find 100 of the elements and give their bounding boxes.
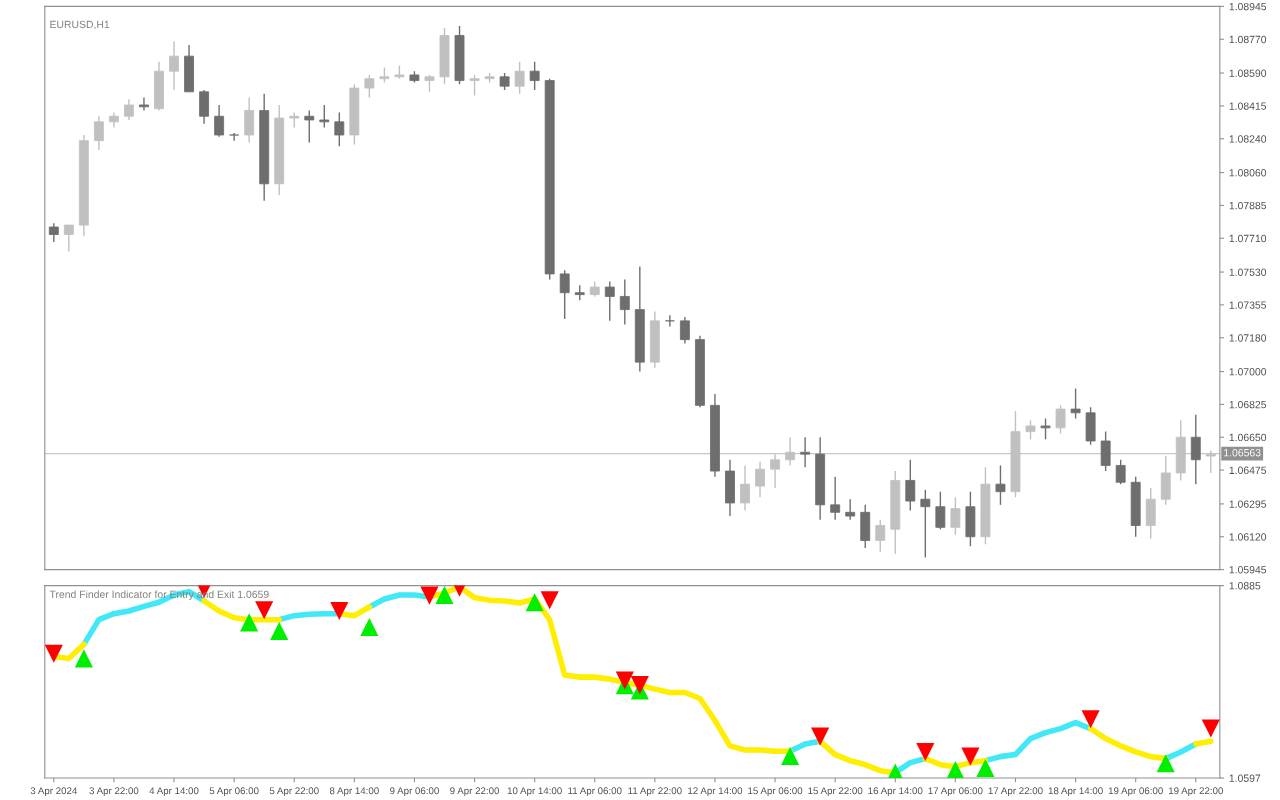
point	[255, 601, 274, 620]
point	[961, 747, 980, 766]
y-tick-label: 1.07885	[1229, 201, 1267, 210]
point	[540, 591, 559, 610]
ref-line-label: 1.06563	[1224, 449, 1261, 457]
y-tick-label: 1.08590	[1229, 69, 1267, 77]
candlestick	[214, 104, 225, 138]
candlestick	[469, 74, 480, 97]
x-tick-label: 12 Apr 14:00	[688, 787, 743, 797]
candlestick	[169, 40, 179, 91]
candlestick	[514, 61, 525, 95]
x-tick-label: 8 Apr 14:00	[329, 787, 379, 797]
candlestick	[1025, 419, 1036, 440]
point	[44, 644, 63, 663]
candlestick	[1190, 414, 1201, 485]
candlestick	[93, 115, 104, 151]
x-tick-label: 18 Apr 14:00	[1048, 787, 1103, 797]
y-tick-label: 1.08945	[1229, 2, 1267, 11]
x-tick-label: 5 Apr 06:00	[209, 787, 259, 797]
point	[916, 742, 935, 761]
point	[360, 617, 379, 637]
y-tick-label: 1.06295	[1229, 500, 1267, 508]
y-tick-label: 1.07530	[1229, 268, 1267, 276]
point	[240, 613, 259, 632]
y-tick-label: 1.06475	[1229, 466, 1267, 474]
x-tick-label: 4 Apr 14:00	[149, 787, 199, 797]
candlestick	[905, 459, 916, 512]
candlestick	[364, 74, 375, 99]
y-tick-label: 1.07710	[1229, 234, 1267, 243]
point	[330, 601, 349, 621]
candlestick	[604, 280, 615, 322]
point	[270, 621, 289, 641]
candlestick	[664, 314, 675, 328]
candlestick	[995, 464, 1006, 506]
x-tick-label: 10 Apr 14:00	[507, 787, 562, 797]
candlestick	[559, 269, 570, 320]
y-tick-label: 1.0885	[1229, 582, 1261, 590]
y-tick-label: 1.08060	[1229, 169, 1267, 177]
x-tick-label: 3 Apr 22:00	[89, 787, 139, 797]
x-tick-label: 16 Apr 14:00	[868, 787, 923, 797]
candlestick	[319, 104, 330, 129]
x-tick-label: 17 Apr 06:00	[928, 787, 983, 797]
point	[615, 671, 634, 690]
point	[525, 593, 544, 612]
x-tick-label: 15 Apr 22:00	[808, 787, 863, 797]
point	[976, 758, 995, 778]
y-tick-label: 1.06650	[1229, 433, 1267, 442]
candlestick	[48, 222, 59, 243]
y-tick-label: 1.05945	[1229, 566, 1267, 574]
candlestick	[920, 489, 931, 559]
point	[435, 585, 454, 605]
candlestick	[740, 464, 750, 512]
candlestick	[1115, 459, 1126, 485]
candlestick	[845, 498, 856, 521]
y-tick-label: 1.07355	[1229, 301, 1267, 309]
candlestick	[124, 98, 134, 121]
candlestick	[334, 111, 345, 147]
candlestick	[830, 475, 841, 521]
point	[1156, 754, 1175, 773]
candlestick	[935, 490, 946, 530]
candlestick	[1070, 387, 1081, 420]
x-tick-label: 15 Apr 06:00	[748, 787, 803, 797]
candlestick	[529, 61, 540, 91]
y-tick-label: 1.07000	[1229, 368, 1267, 376]
x-tick-label: 19 Apr 22:00	[1168, 787, 1223, 797]
x-tick-label: 9 Apr 06:00	[390, 787, 439, 797]
candlestick	[63, 224, 74, 253]
x-tick-label: 11 Apr 22:00	[628, 787, 682, 797]
candlestick	[875, 519, 886, 553]
point	[1081, 710, 1100, 729]
point	[1201, 719, 1220, 738]
y-tick-label: 1.08240	[1229, 135, 1267, 143]
candlestick	[679, 316, 690, 345]
y-tick-label: 1.08770	[1229, 35, 1267, 44]
y-tick-label: 1.0597	[1229, 774, 1261, 782]
point	[946, 760, 965, 778]
x-tick-label: 3 Apr 2024	[30, 787, 78, 797]
candlestick	[619, 278, 630, 326]
y-tick-label: 1.06120	[1229, 533, 1267, 541]
x-tick-label: 5 Apr 22:00	[269, 787, 319, 797]
candlestick	[950, 496, 961, 536]
candlestick	[800, 436, 811, 468]
x-tick-label: 17 Apr 22:00	[988, 787, 1043, 797]
point	[630, 676, 649, 695]
y-tick-label: 1.08415	[1229, 102, 1267, 110]
x-tick-label: 19 Apr 06:00	[1108, 787, 1163, 797]
candlestick	[304, 109, 315, 144]
point	[74, 649, 93, 668]
text: EURUSD,H1	[50, 20, 110, 30]
y-tick-label: 1.06825	[1229, 400, 1267, 409]
y-tick-label: 1.07180	[1229, 334, 1267, 342]
candlestick	[1055, 404, 1066, 435]
candlestick	[229, 132, 240, 142]
x-tick-label: 9 Apr 22:00	[450, 787, 500, 797]
point	[420, 586, 439, 605]
point	[781, 746, 800, 766]
candlestick	[1040, 417, 1051, 440]
candlestick	[139, 96, 149, 112]
candlestick	[755, 460, 765, 499]
x-tick-label: 11 Apr 06:00	[568, 787, 622, 797]
